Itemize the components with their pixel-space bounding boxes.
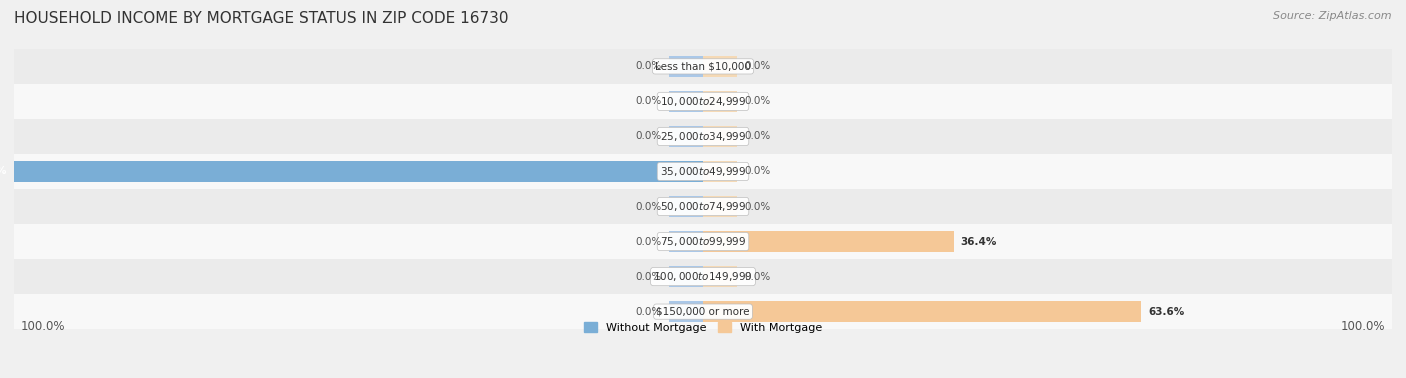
Legend: Without Mortgage, With Mortgage: Without Mortgage, With Mortgage bbox=[583, 322, 823, 333]
Text: $25,000 to $34,999: $25,000 to $34,999 bbox=[659, 130, 747, 143]
Text: 0.0%: 0.0% bbox=[636, 237, 662, 246]
Text: 36.4%: 36.4% bbox=[960, 237, 997, 246]
Text: 0.0%: 0.0% bbox=[636, 271, 662, 282]
Text: 100.0%: 100.0% bbox=[21, 320, 66, 333]
Bar bbox=[669, 301, 703, 322]
Bar bbox=[14, 189, 1392, 224]
Bar bbox=[703, 266, 738, 287]
Bar bbox=[669, 266, 703, 287]
Text: $10,000 to $24,999: $10,000 to $24,999 bbox=[659, 95, 747, 108]
Text: 100.0%: 100.0% bbox=[1340, 320, 1385, 333]
Text: 0.0%: 0.0% bbox=[636, 96, 662, 107]
Text: Less than $10,000: Less than $10,000 bbox=[655, 61, 751, 71]
Text: 0.0%: 0.0% bbox=[744, 271, 770, 282]
Bar bbox=[703, 125, 738, 147]
Text: $50,000 to $74,999: $50,000 to $74,999 bbox=[659, 200, 747, 213]
Bar bbox=[14, 119, 1392, 154]
Text: 0.0%: 0.0% bbox=[744, 166, 770, 177]
Bar bbox=[14, 224, 1392, 259]
Text: 0.0%: 0.0% bbox=[636, 61, 662, 71]
Text: 0.0%: 0.0% bbox=[744, 201, 770, 212]
Bar bbox=[703, 231, 953, 253]
Bar bbox=[669, 125, 703, 147]
Bar bbox=[14, 154, 1392, 189]
Bar bbox=[703, 91, 738, 112]
Text: 0.0%: 0.0% bbox=[636, 132, 662, 141]
Bar bbox=[14, 259, 1392, 294]
Bar bbox=[669, 196, 703, 217]
Bar bbox=[703, 301, 1142, 322]
Text: 0.0%: 0.0% bbox=[744, 132, 770, 141]
Text: 0.0%: 0.0% bbox=[744, 61, 770, 71]
Text: Source: ZipAtlas.com: Source: ZipAtlas.com bbox=[1274, 11, 1392, 21]
Bar bbox=[669, 231, 703, 253]
Bar bbox=[703, 196, 738, 217]
Bar bbox=[14, 49, 1392, 84]
Text: 0.0%: 0.0% bbox=[636, 307, 662, 317]
Text: 100.0%: 100.0% bbox=[0, 166, 7, 177]
Bar bbox=[14, 161, 703, 182]
Bar bbox=[703, 56, 738, 77]
Bar bbox=[703, 161, 738, 182]
Text: 63.6%: 63.6% bbox=[1149, 307, 1184, 317]
Text: $150,000 or more: $150,000 or more bbox=[657, 307, 749, 317]
Bar bbox=[14, 84, 1392, 119]
Text: $35,000 to $49,999: $35,000 to $49,999 bbox=[659, 165, 747, 178]
Bar bbox=[669, 56, 703, 77]
Text: 0.0%: 0.0% bbox=[636, 201, 662, 212]
Bar bbox=[14, 294, 1392, 329]
Text: HOUSEHOLD INCOME BY MORTGAGE STATUS IN ZIP CODE 16730: HOUSEHOLD INCOME BY MORTGAGE STATUS IN Z… bbox=[14, 11, 509, 26]
Text: 0.0%: 0.0% bbox=[744, 96, 770, 107]
Text: $100,000 to $149,999: $100,000 to $149,999 bbox=[654, 270, 752, 283]
Bar bbox=[669, 91, 703, 112]
Text: $75,000 to $99,999: $75,000 to $99,999 bbox=[659, 235, 747, 248]
